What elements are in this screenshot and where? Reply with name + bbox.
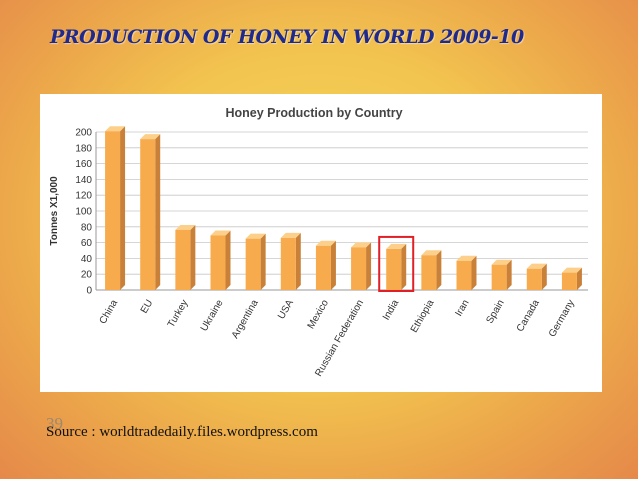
- bar-ukraine: [210, 230, 231, 290]
- gridlines: [95, 131, 588, 291]
- bar-front: [491, 264, 507, 290]
- bar-front: [245, 238, 261, 290]
- y-tick-label: 20: [81, 270, 93, 281]
- bar-top: [105, 126, 126, 132]
- bar-chart: Honey Production by Country 0 20 40 60 80 100…: [49, 106, 588, 379]
- bar-top: [421, 250, 442, 256]
- bar-mexico: [315, 240, 336, 290]
- bar-side: [330, 240, 336, 290]
- y-tick-label: 100: [75, 207, 92, 218]
- y-tick-label: 60: [81, 238, 93, 249]
- bar-side: [576, 267, 582, 290]
- bar-iran: [456, 255, 477, 290]
- bar-front: [140, 139, 156, 290]
- bar-front: [210, 235, 226, 290]
- y-tick-label: 40: [81, 254, 93, 265]
- bar-top: [280, 232, 301, 238]
- highlight-box: [378, 235, 415, 292]
- x-tick-label: Mexico: [306, 298, 332, 331]
- x-tick-label: Turkey: [166, 298, 191, 330]
- bar-front: [175, 229, 191, 290]
- y-tick-label: 140: [75, 175, 92, 186]
- bar-front: [351, 247, 367, 290]
- x-tick-label: Iran: [453, 298, 471, 318]
- bar-argentina: [245, 233, 266, 290]
- bar-top: [210, 230, 231, 236]
- bar-front: [421, 255, 437, 290]
- x-tick-label: Germany: [547, 298, 577, 339]
- y-tick-label: 180: [75, 143, 92, 154]
- bar-side: [295, 232, 301, 290]
- x-tick-label: Argentina: [230, 298, 261, 341]
- bar-turkey: [175, 224, 196, 290]
- bar-front: [526, 268, 542, 290]
- bar-top: [561, 267, 582, 273]
- y-tick-label: 0: [86, 286, 92, 297]
- y-tick-label: 200: [75, 128, 92, 139]
- bar-side: [541, 263, 547, 290]
- x-tick-label: India: [381, 298, 402, 323]
- bar-eu: [140, 134, 161, 290]
- bar-canada: [526, 263, 547, 290]
- bar-side: [366, 242, 372, 290]
- slide-number: 39: [46, 414, 63, 433]
- bar-top: [491, 259, 512, 265]
- bar-top: [140, 134, 161, 140]
- x-tick-label: Ukraine: [199, 298, 226, 334]
- bar-front: [386, 248, 402, 290]
- bar-side: [401, 243, 407, 290]
- bar-front: [280, 237, 296, 290]
- bar-front: [561, 272, 577, 290]
- bar-china: [105, 126, 126, 291]
- bar-front: [105, 131, 121, 290]
- y-axis-label: Tonnes X1,000: [49, 176, 60, 246]
- bar-side: [260, 233, 266, 290]
- x-tick-label: Spain: [484, 298, 506, 326]
- y-tick-label: 160: [75, 159, 92, 170]
- chart-panel: Honey Production by Country 0 20 40 60 80 100…: [40, 94, 602, 392]
- bars: [105, 126, 582, 292]
- bar-top: [351, 242, 372, 248]
- bar-russian-federation: [351, 242, 372, 290]
- bar-front: [456, 260, 472, 290]
- x-tick-label: China: [98, 298, 121, 327]
- bar-india: [386, 243, 407, 290]
- bar-side: [120, 126, 126, 291]
- bar-usa: [280, 232, 301, 290]
- slide-title: PRODUCTION OF HONEY IN WORLD 2009-10: [50, 26, 524, 48]
- x-tick-label: EU: [139, 298, 155, 316]
- bar-side: [436, 250, 442, 290]
- chart-title: Honey Production by Country: [225, 106, 402, 120]
- y-tick-label: 80: [81, 222, 93, 233]
- bar-side: [225, 230, 231, 290]
- bar-ethiopia: [421, 250, 442, 290]
- y-tick-label: 120: [75, 191, 92, 202]
- bar-side: [471, 255, 477, 290]
- bar-top: [245, 233, 266, 239]
- x-axis-labels: China EU Turkey Ukraine Argentina USA MexicoRu…: [98, 298, 577, 379]
- bar-top: [315, 240, 336, 246]
- y-axis-ticks: 0 20 40 60 80 100 120 140 160 180 200: [75, 128, 92, 297]
- x-tick-label: USA: [276, 298, 296, 322]
- bar-front: [315, 245, 331, 290]
- x-tick-label: Ethiopia: [409, 298, 437, 335]
- bar-side: [190, 224, 196, 290]
- bar-top: [456, 255, 477, 261]
- bar-spain: [491, 259, 512, 290]
- bar-top: [526, 263, 547, 269]
- source-citation: Source : worldtradedaily.files.wordpress…: [46, 424, 318, 440]
- bar-top: [175, 224, 196, 230]
- x-tick-label: Canada: [515, 298, 542, 334]
- bar-side: [506, 259, 512, 290]
- bar-top: [386, 243, 407, 249]
- bar-germany: [561, 267, 582, 290]
- bar-side: [155, 134, 161, 290]
